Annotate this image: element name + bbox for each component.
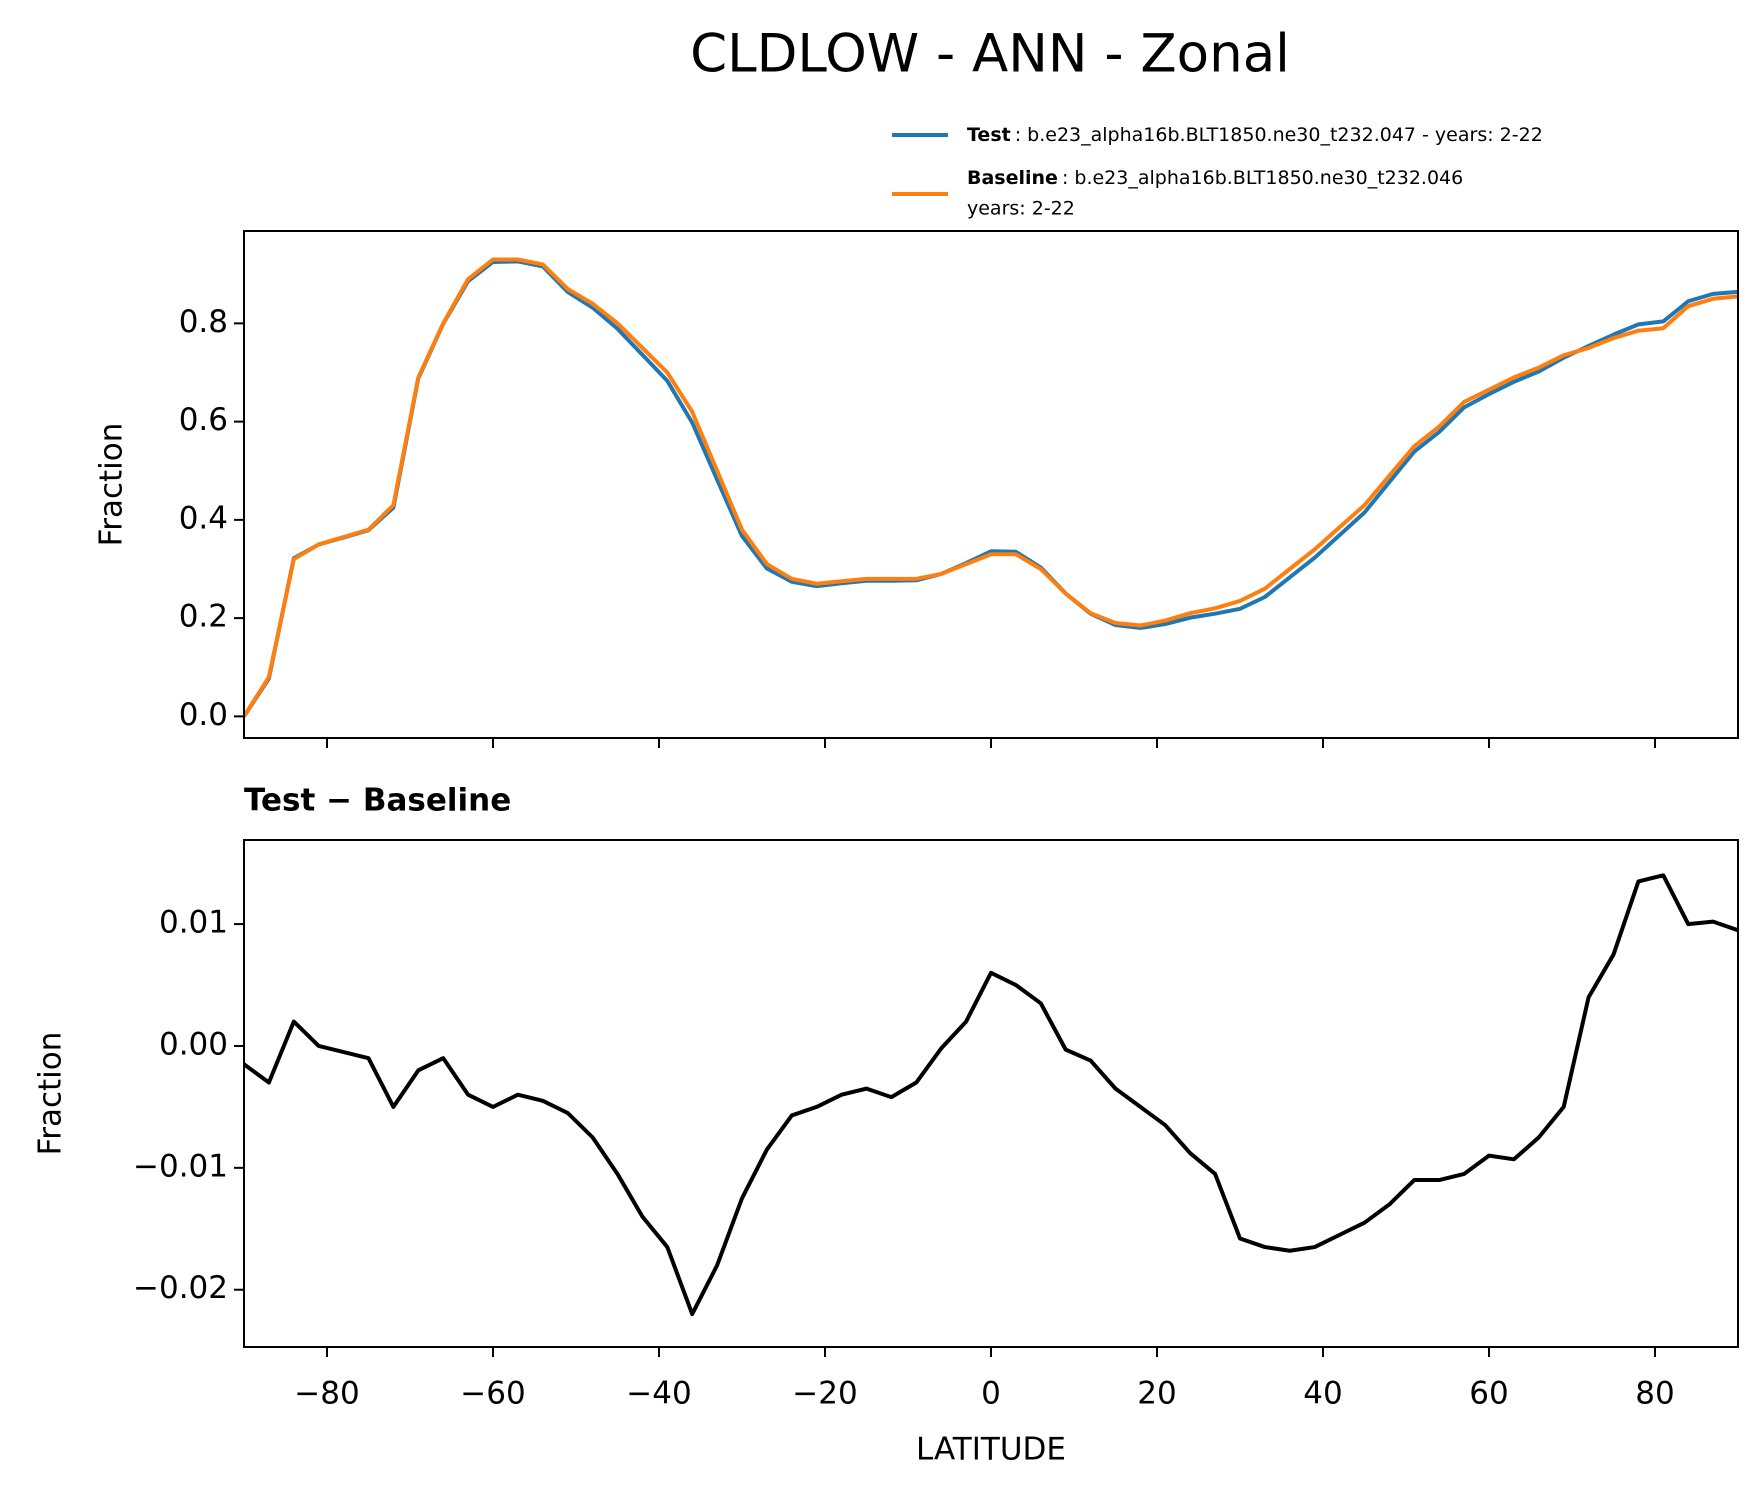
- x-tick-label: −40: [626, 1376, 691, 1412]
- plot-frame: [243, 839, 1739, 1348]
- y-tick-label: 0.2: [179, 599, 228, 635]
- x-tick-label: 60: [1469, 1376, 1508, 1412]
- legend-name: Test: [967, 124, 1011, 146]
- y-tick-label: 0.01: [159, 905, 228, 941]
- data-line: [244, 873, 1738, 1317]
- y-axis-label: Fraction: [33, 1032, 69, 1156]
- y-axis-label: Fraction: [94, 423, 130, 547]
- data-line: [244, 257, 1738, 718]
- x-tick-label: −20: [792, 1376, 857, 1412]
- x-tick-label: −80: [294, 1376, 359, 1412]
- legend-detail-line: years: 2-22: [967, 198, 1075, 220]
- data-line: [244, 259, 1738, 718]
- legend-entry: Test: b.e23_alpha16b.BLT1850.ne30_t232.0…: [967, 124, 1543, 146]
- x-tick-label: 0: [981, 1376, 1001, 1412]
- y-tick-label: 0.8: [179, 304, 228, 340]
- y-tick-label: −0.01: [133, 1148, 228, 1184]
- legend-name: Baseline: [967, 167, 1058, 189]
- x-tick-label: 80: [1635, 1376, 1674, 1412]
- plot-frame: [243, 230, 1739, 739]
- subplot-title: Test − Baseline: [244, 783, 511, 819]
- x-tick-label: −60: [460, 1376, 525, 1412]
- y-tick-label: −0.02: [133, 1270, 228, 1306]
- x-tick-label: 20: [1137, 1376, 1176, 1412]
- legend-detail: : b.e23_alpha16b.BLT1850.ne30_t232.047 -…: [1015, 124, 1543, 146]
- legend-detail: : b.e23_alpha16b.BLT1850.ne30_t232.046: [1062, 167, 1463, 189]
- y-tick-label: 0.6: [179, 402, 228, 438]
- x-tick-label: 40: [1303, 1376, 1342, 1412]
- x-axis-label: LATITUDE: [916, 1432, 1066, 1468]
- legend-entry: Baseline: b.e23_alpha16b.BLT1850.ne30_t2…: [967, 167, 1463, 189]
- chart-title: CLDLOW - ANN - Zonal: [690, 24, 1290, 85]
- y-tick-label: 0.00: [159, 1026, 228, 1062]
- y-tick-label: 0.4: [179, 500, 228, 536]
- y-tick-label: 0.0: [179, 697, 228, 733]
